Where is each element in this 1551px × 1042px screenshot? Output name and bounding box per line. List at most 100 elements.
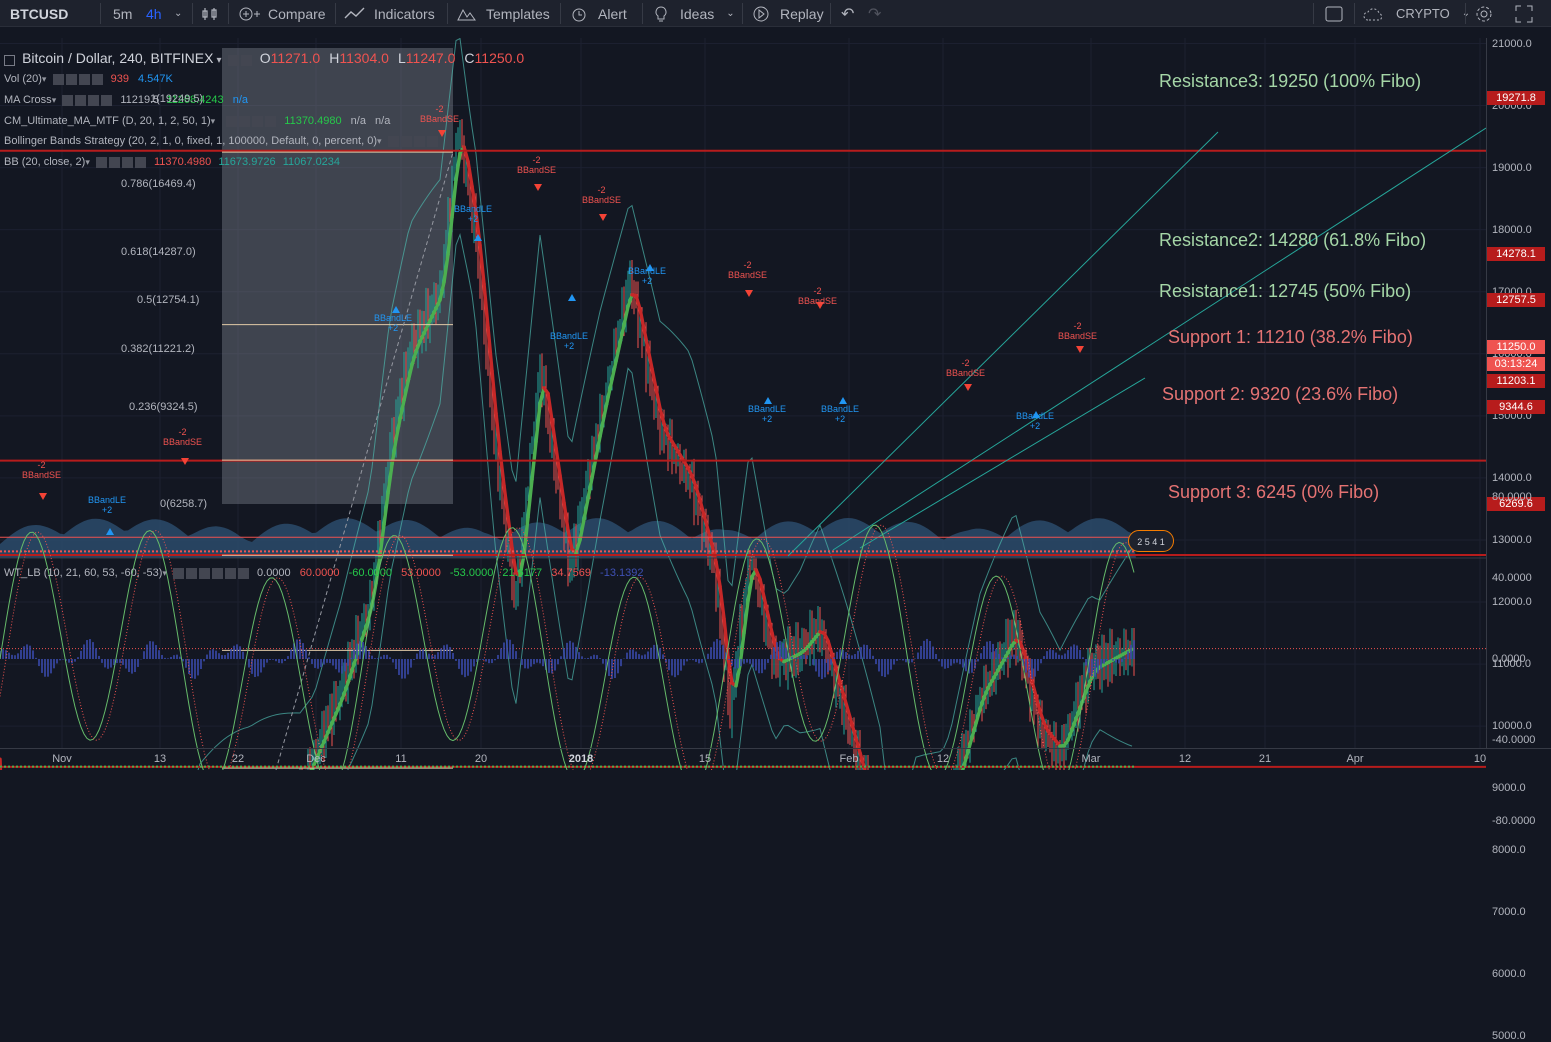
redo-icon[interactable]: ↷ [868,0,881,27]
series-title[interactable]: Bitcoin / Dollar, 240, BITFINEX [22,50,213,66]
ma-cross-chevron-down-icon[interactable]: ▾ [52,95,57,105]
wt-indicator-name[interactable]: WT_LB (10, 21, 60, 53, -60, -53) [4,567,162,579]
long-signal-label: BBandLE+2 [748,404,786,424]
bb-action-buttons[interactable] [96,157,148,168]
short-arrow-icon [964,384,972,391]
ma-cross-indicator-name[interactable]: MA Cross [4,94,52,106]
price-tag: 14278.1 [1487,247,1545,261]
ma-cross-action-buttons[interactable] [62,95,114,106]
time-axis-label: 22 [232,753,244,765]
toolbar-divider [742,3,743,24]
bb-legend: BB (20, close, 2)▾ 11370.4980 11673.9726… [4,156,340,168]
interval-5m-button[interactable]: 5m [113,0,132,27]
wt-value-6: 21.6177 [502,567,542,579]
bb-strategy-action-buttons[interactable] [388,136,440,147]
wt-chevron-down-icon[interactable]: ▾ [162,568,167,578]
interval-chevron-down-icon[interactable]: ⌄ [174,0,182,27]
toolbar-divider [228,3,229,24]
lightbulb-icon [652,5,670,23]
oscillator-legend: WT_LB (10, 21, 60, 53, -60, -53)▾ 0.0000… [4,567,643,579]
alert-button[interactable]: Alert [570,0,627,27]
fullscreen-layout-button[interactable] [1324,0,1344,27]
open-label: O [260,50,271,66]
ma-segment [660,408,664,423]
fullscreen-button[interactable] [1515,0,1533,27]
candle-style-button[interactable] [201,0,219,27]
indicators-button[interactable]: Indicators [344,0,435,27]
time-axis-label: Apr [1346,753,1363,765]
ma-segment [980,697,984,709]
resistance1-annotation[interactable]: Resistance1: 12745 (50% Fibo) [1159,281,1411,302]
cm-ma-indicator-name[interactable]: CM_Ultimate_MA_MTF (D, 20, 1, 2, 50, 1) [4,115,211,127]
resistance3-annotation[interactable]: Resistance3: 19250 (100% Fibo) [1159,71,1421,92]
ma-segment [700,500,704,515]
ma-segment [620,325,624,343]
fib-label: 0.382(11221.2) [121,343,195,355]
volume-ma-value: 4.547K [138,73,173,85]
ma-segment [504,486,508,517]
undo-icon[interactable]: ↶ [841,0,854,27]
short-arrow-icon [1076,346,1084,353]
toolbar-divider [447,3,448,24]
templates-button[interactable]: Templates [456,0,550,27]
price-axis-label: 6000.0 [1492,968,1526,980]
price-axis-label: 14000.0 [1492,472,1532,484]
ma-segment [636,296,640,310]
symbol-search[interactable]: BTCUSD [10,0,68,27]
ideas-button[interactable]: Ideas ⌄ [652,0,735,27]
events-badge[interactable]: 2 5 4 1 [1128,530,1174,552]
ma-segment [768,615,772,633]
bb-strategy-chevron-down-icon[interactable]: ▾ [377,136,382,146]
indicators-icon [344,6,366,22]
gear-icon [1474,4,1494,24]
support1-annotation[interactable]: Support 1: 11210 (38.2% Fibo) [1168,327,1413,348]
replay-button[interactable]: Replay [752,0,824,27]
bb-strategy-indicator-name[interactable]: Bollinger Bands Strategy (20, 2, 1, 0, f… [4,135,377,147]
compare-plus-icon [238,6,262,22]
low-value: 11247.0 [406,50,456,66]
interval-4h-button[interactable]: 4h [146,0,162,27]
ma-segment [584,499,588,520]
ma-segment [552,421,556,448]
bb-indicator-name[interactable]: BB (20, close, 2) [4,156,85,168]
support3-annotation[interactable]: Support 3: 6245 (0% Fibo) [1168,482,1379,503]
ma-cross-legend: MA Cross▾ 11219.5 11268.4243 n/a [4,94,248,106]
volume-chevron-down-icon[interactable]: ▾ [42,74,47,84]
ma-segment [564,503,568,530]
cloud-save-button[interactable]: CRYPTO ⌄ [1362,0,1470,27]
oscillator-axis-label: 0.0000 [1492,653,1526,665]
high-value: 11304.0 [339,50,389,66]
time-axis-label: 2018 [569,753,593,765]
wt-action-buttons[interactable] [173,568,251,579]
ma-segment [720,586,724,618]
replay-icon [752,5,772,23]
ma-segment [976,709,980,723]
bb-chevron-down-icon[interactable]: ▾ [85,157,90,167]
settings-button[interactable] [1474,0,1494,27]
wt-value-4: 53.0000 [401,567,441,579]
volume-indicator-name[interactable]: Vol (20) [4,73,42,85]
ma-segment [972,723,976,737]
cm-ma-chevron-down-icon[interactable]: ▾ [211,116,216,126]
price-axis[interactable]: 21000.020000.019000.018000.017000.016000… [1487,38,1551,748]
ma-segment [696,487,700,501]
volume-action-buttons[interactable] [53,74,105,85]
collapse-icon[interactable] [4,55,15,66]
time-axis-label: Feb [840,753,859,765]
long-signal-label: BBandLE+2 [1016,411,1054,431]
cm-ma-action-buttons[interactable] [226,116,278,127]
resistance2-annotation[interactable]: Resistance2: 14280 (61.8% Fibo) [1159,230,1426,251]
volume-value: 939 [111,73,129,85]
time-axis-label: 21 [1259,753,1271,765]
series-chevron-down-icon[interactable]: ▾ [217,55,222,66]
support2-annotation[interactable]: Support 2: 9320 (23.6% Fibo) [1162,384,1398,405]
series-action-buttons[interactable] [228,55,254,66]
ma-segment [764,597,768,615]
time-axis-label: 12 [937,753,949,765]
compare-button[interactable]: Compare [238,0,326,27]
